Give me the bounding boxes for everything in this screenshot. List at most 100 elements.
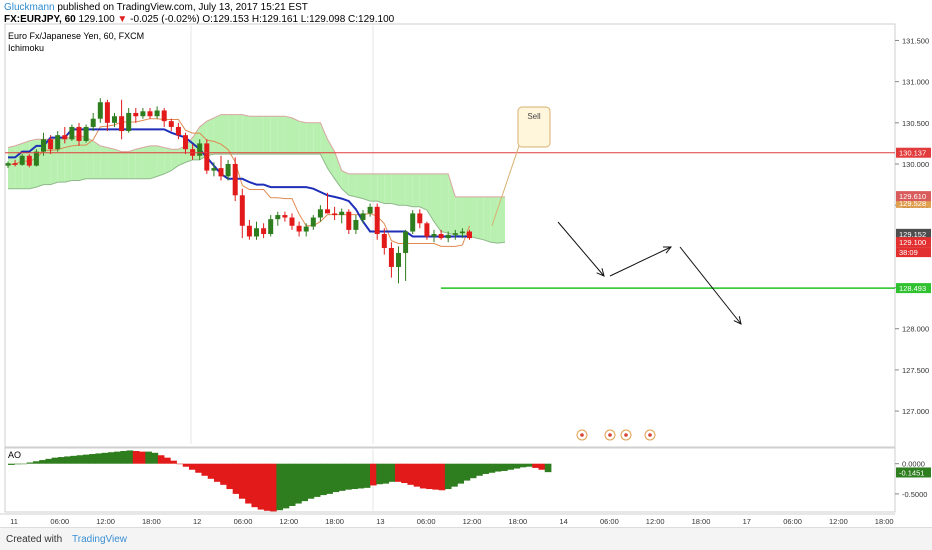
ao-bar [444,463,452,490]
cloud-segment [107,147,115,179]
ao-bar [151,452,159,464]
ao-bar [513,463,521,469]
time-tick-label: 11 [10,517,18,526]
grid [4,23,896,448]
ao-bar [120,451,127,464]
ao-bar [195,463,202,473]
candle-body [225,164,231,177]
ao-bar [45,458,53,464]
ao-bar [376,463,383,485]
ao-bar [538,463,546,470]
candle-body [339,211,345,216]
ao-bar [357,463,365,489]
author-name[interactable]: Gluckmann [4,2,55,13]
ao-bar [64,456,71,464]
ao-bar [213,463,221,482]
cloud-segment [348,173,356,197]
candle-body [332,213,338,216]
ao-pane-frame [4,447,896,513]
cloud-segment [434,173,442,232]
forecast-arrow-head [733,316,742,325]
event-marker-dot [608,433,612,437]
forecast-arrow-line [609,246,672,277]
tradingview-brand[interactable]: TradingView [72,534,128,545]
time-tick-label: 13 [376,517,384,526]
cloud-segment [299,121,307,155]
support-price-label: 128.493 [899,284,926,293]
time-tick-label: 06:00 [600,517,619,526]
price-axis: 131.500131.000130.500130.000129.500128.5… [895,36,931,416]
candle-body [147,111,153,117]
candle-body [76,126,82,141]
candle-body [367,206,373,214]
created-with: Created with [6,534,63,545]
cloud-segment [157,145,165,177]
ao-bar [232,463,240,494]
time-tick-label: 06:00 [417,517,436,526]
ao-bar [370,463,377,486]
last-price-label-bg [896,237,931,248]
ao-bar [320,463,327,496]
cloud-segment [100,145,108,179]
levels: Sell [5,106,895,289]
ao-bar [182,463,190,467]
cloud-price-label-bg [896,197,931,208]
candle-body [126,112,132,132]
cloud-segment [419,173,427,211]
sell-callout-box [517,106,551,148]
cloud-segment [292,117,300,155]
forecast-arrow-head [596,268,605,277]
time-tick-label: 12 [193,517,201,526]
cloud-segment [235,114,243,155]
candle-body [183,135,188,150]
price-tick-label: 127.500 [902,366,929,375]
ao-bar [70,455,78,464]
ao-bar [457,463,465,484]
time-tick-label: 12:00 [463,517,482,526]
ao-bar [170,460,177,464]
candle-body [112,116,117,123]
ao-bar [394,463,402,482]
ao-bar [107,452,115,464]
cloud-segment [377,173,385,204]
cloud-segment [178,145,186,166]
cloud-segment [334,151,342,189]
ao-bar [245,463,252,504]
ao-bar [145,451,152,464]
cloud-segment [93,140,101,179]
ao-bar [494,463,502,472]
candle-body [97,102,103,119]
ao-bar [401,463,408,484]
candle-body [26,155,32,166]
chart-legend-instrument: Euro Fx/Japanese Yen, 60, FXCM [8,31,144,41]
price-tick-label: 131.500 [902,36,929,45]
candle-body [282,215,288,218]
ao-bar [307,463,315,499]
ao-bar [544,463,552,473]
candle-body [452,233,458,235]
time-tick-label: 18:00 [692,517,711,526]
cloud-segment [128,149,136,179]
cloud-segment [221,114,229,155]
symbol-line: FX:EURJPY, 60 129.100 ▼ -0.025 (-0.02%) … [4,14,394,25]
candle-body [459,231,465,234]
candle-body [168,121,174,127]
countdown-label-bg [896,247,931,258]
ao-bar [189,463,196,470]
ao-bar [519,463,527,468]
cloud-segment [270,116,278,155]
chart-legend-indicator: Ichimoku [8,43,44,53]
ao-bar [388,463,396,482]
candle-body [19,155,25,165]
cloud-segment [142,145,150,179]
cloud-segment [355,173,363,199]
time-tick-label: 12:00 [279,517,298,526]
candle-body [268,219,274,234]
cloud-segment [164,147,172,174]
ao-bar [288,463,296,506]
ao-bar [82,454,90,464]
ao-bar [89,454,96,464]
time-tick-label: 12:00 [829,517,848,526]
chart-area[interactable]: Sell 131.500131.000130.500130.000129.500… [0,0,932,528]
time-tick-label: 18:00 [508,517,527,526]
